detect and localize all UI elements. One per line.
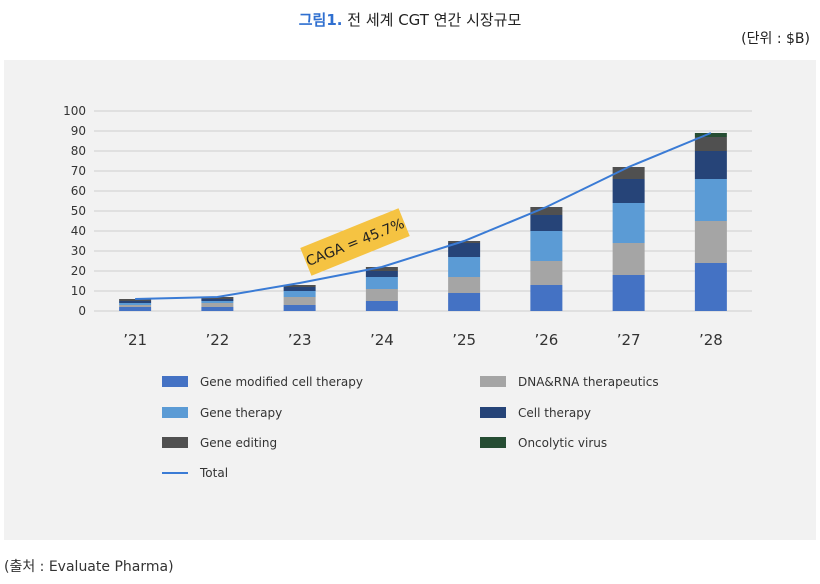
legend-label: Total: [199, 466, 228, 480]
cagr-label-box: [300, 208, 410, 276]
bar-segment: [365, 271, 398, 277]
y-tick-label: 30: [71, 244, 86, 258]
y-tick-label: 60: [71, 184, 86, 198]
bar-segment: [448, 293, 481, 311]
bar-segment: [283, 305, 316, 311]
bar-segment: [530, 231, 563, 261]
bar-segment: [694, 151, 727, 179]
unit-label: (단위 : $B): [741, 31, 810, 47]
y-axis: 0 10 20 30 40 50 60 70 80 90 100: [63, 104, 86, 318]
source-note: (출처 : Evaluate Pharma): [4, 559, 174, 575]
x-tick-label: ’26: [534, 331, 558, 349]
chart-panel: 0 10 20 30 40 50 60 70 80 90 100 ’21’22’23’24’25’2…: [4, 60, 816, 540]
bar-segment: [612, 243, 645, 275]
x-tick-label: ’24: [370, 331, 394, 349]
bar-segment: [283, 291, 316, 297]
bar-segment: [365, 301, 398, 311]
bar-segment: [448, 243, 481, 257]
bar-segment: [448, 257, 481, 277]
bar-segment: [119, 301, 152, 303]
bar-segment: [612, 203, 645, 243]
y-tick-label: 20: [71, 264, 86, 278]
bar-segment: [119, 303, 152, 305]
y-tick-label: 0: [78, 304, 86, 318]
x-tick-label: ’22: [205, 331, 229, 349]
grid-lines: [94, 110, 752, 312]
x-tick-label: ’25: [452, 331, 476, 349]
y-tick-label: 40: [71, 224, 86, 238]
bar-segment: [201, 303, 234, 307]
total-line-path: [135, 132, 712, 300]
legend-label: Cell therapy: [518, 406, 591, 420]
bar-segment: [530, 285, 563, 311]
bar-segment: [201, 307, 234, 311]
x-tick-label: ’27: [617, 331, 641, 349]
legend-swatch: [162, 407, 188, 418]
bar-segment: [530, 207, 563, 215]
bar-segment: [694, 263, 727, 311]
total-line: [135, 132, 712, 300]
legend-swatch: [162, 376, 188, 387]
bar-segment: [119, 305, 152, 307]
x-axis: ’21 ’22 ’23 ’24 ’25 ’26 ’27 ’28: [123, 331, 723, 349]
bar-segment: [694, 221, 727, 263]
bar-segment: [694, 179, 727, 221]
bar-segment: [694, 133, 727, 137]
cagr-annotation: CAGA = 45.7%: [300, 208, 410, 276]
legend-label: Oncolytic virus: [518, 436, 607, 450]
bar-segment: [283, 297, 316, 305]
legend-label: Gene editing: [200, 436, 277, 450]
legend: Gene modified cell therapy DNA&RNA therap…: [162, 375, 659, 480]
bar-segment: [530, 261, 563, 285]
x-tick-label: ’28: [699, 331, 723, 349]
cagr-label: CAGA = 45.7%: [300, 208, 410, 276]
bar-segment: [365, 289, 398, 301]
y-tick-label: 10: [71, 284, 86, 298]
legend-label: Gene therapy: [200, 406, 282, 420]
y-tick-label: 100: [63, 104, 86, 118]
legend-swatch: [480, 437, 506, 448]
bar-segment: [283, 285, 316, 287]
bar-segment: [201, 299, 234, 301]
figure-number: 그림1.: [298, 11, 343, 29]
legend-swatch: [480, 376, 506, 387]
bar-segment: [612, 275, 645, 311]
bar-segment: [365, 277, 398, 289]
x-tick-label: ’23: [288, 331, 312, 349]
bar-segment: [201, 301, 234, 303]
bar-segment: [365, 267, 398, 271]
bar-segment: [119, 307, 152, 311]
y-tick-label: 80: [71, 144, 86, 158]
legend-swatch: [162, 437, 188, 448]
bar-segment: [530, 215, 563, 231]
figure-title: 그림1. 전 세계 CGT 연간 시장규모: [0, 9, 820, 30]
bar-segment: [448, 277, 481, 293]
y-tick-label: 90: [71, 124, 86, 138]
y-tick-label: 50: [71, 204, 86, 218]
y-tick-label: 70: [71, 164, 86, 178]
legend-swatch: [480, 407, 506, 418]
bar-segment: [694, 137, 727, 151]
legend-label: DNA&RNA therapeutics: [518, 375, 659, 389]
bar-segment: [119, 299, 152, 301]
x-tick-label: ’21: [123, 331, 147, 349]
bars: [119, 133, 727, 311]
figure-title-text: 전 세계 CGT 연간 시장규모: [347, 11, 522, 29]
bar-segment: [612, 179, 645, 203]
bar-segment: [283, 287, 316, 291]
legend-label: Gene modified cell therapy: [200, 375, 363, 389]
